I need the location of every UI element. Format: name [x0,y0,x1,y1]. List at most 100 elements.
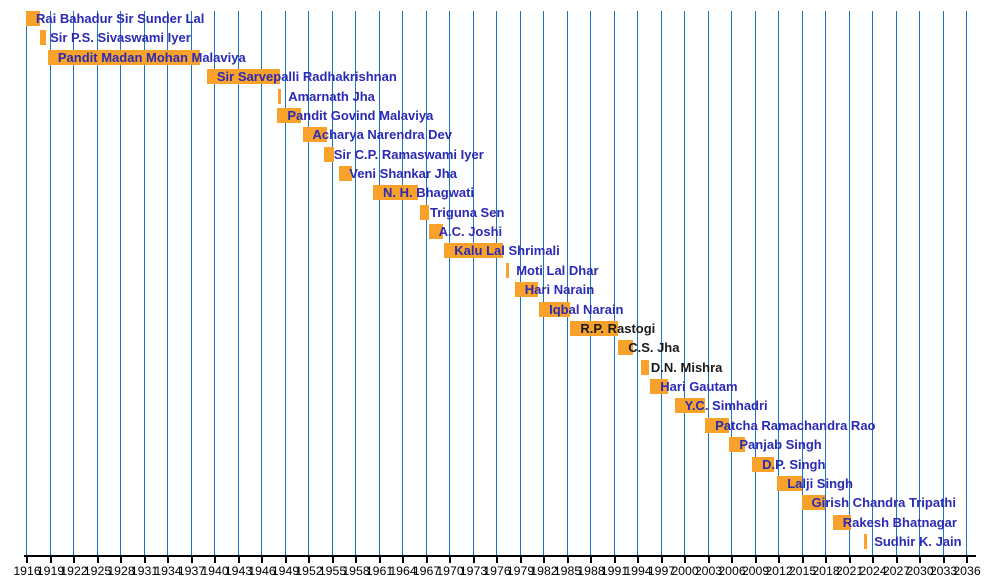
axis-tick-label-1943: 1943 [224,564,253,578]
axis-tick-1949 [284,557,287,563]
axis-tick-1946 [261,557,263,563]
axis-tick-1934 [167,557,169,563]
axis-tick-2036 [966,557,968,563]
gridline-1964 [402,11,403,556]
timeline-bar-label: Sudhir K. Jain [874,534,962,549]
axis-tick-2018 [825,557,827,563]
axis-tick-1916 [26,557,28,563]
axis-tick-label-1955: 1955 [318,564,347,578]
axis-tick-label-1970: 1970 [436,564,464,578]
axis-tick-2003 [707,557,710,563]
axis-tick-label-1973: 1973 [459,564,488,578]
timeline-bar-label: Hari Narain [524,282,595,298]
axis-tick-label-1979: 1979 [506,564,535,578]
axis-tick-label-2009: 2009 [741,564,770,578]
gridline-1919 [49,11,51,556]
timeline-bar-label: Sir Sarvepalli Radhakrishnan [216,69,397,85]
axis-tick-label-1988: 1988 [577,564,605,578]
axis-tick-1955 [331,557,334,563]
gridline-2033 [942,11,944,556]
timeline-bar [640,359,649,375]
gridline-1934 [167,11,168,556]
timeline-bar [514,282,539,298]
axis-tick-1997 [660,557,663,563]
gridline-2000 [684,11,685,556]
timeline-bar [570,320,619,336]
gridline-2012 [778,11,779,556]
gridline-2024 [872,11,873,556]
axis-tick-1958 [355,557,357,563]
timeline-bar [278,88,282,104]
gridline-1940 [214,11,215,556]
axis-tick-label-2018: 2018 [812,564,840,578]
axis-tick-2033 [942,557,945,563]
timeline-bar-label: Girish Chandra Tripathi [811,495,956,511]
timeline-bar [47,49,200,65]
axis-tick-2030 [919,557,921,563]
gridline-2015 [801,11,803,556]
timeline-bar-label: R.P. Rastogi [580,320,656,336]
axis-tick-2021 [848,557,851,563]
gridline-2036 [966,11,967,556]
axis-tick-label-1964: 1964 [389,564,417,578]
axis-tick-label-1934: 1934 [154,564,182,578]
axis-tick-1994 [637,557,639,563]
axis-tick-1976 [496,557,498,563]
timeline-bar [650,379,669,394]
axis-tick-label-1997: 1997 [647,564,676,578]
axis-tick-1970 [449,557,451,563]
axis-tick-1922 [73,557,75,563]
axis-tick-label-2033: 2033 [929,564,958,578]
axis-tick-label-1949: 1949 [271,564,300,578]
timeline-bar-label: D.N. Mishra [650,359,723,375]
axis-tick-label-2021: 2021 [835,564,864,578]
axis-tick-1952 [308,557,310,563]
gridline-1916 [26,11,27,556]
gridline-1937 [190,11,192,556]
gridline-2021 [848,11,850,556]
axis-tick-label-1925: 1925 [83,564,112,578]
axis-tick-label-1952: 1952 [295,564,323,578]
timeline-bar [801,495,825,511]
axis-tick-label-2030: 2030 [906,564,934,578]
timeline-bar [206,69,281,85]
axis-tick-label-1928: 1928 [107,564,135,578]
timeline-bar [752,456,774,472]
timeline-bar [618,340,634,356]
timeline-bar-label: Amarnath Jha [288,88,375,104]
axis-tick-label-2024: 2024 [859,564,887,578]
axis-tick-2006 [731,557,733,563]
gridline-1985 [566,11,568,556]
gridline-1922 [73,11,74,556]
timeline-bar-label: Acharya Narendra Dev [312,127,452,143]
gridline-2030 [919,11,920,556]
axis-tick-label-2012: 2012 [765,564,793,578]
timeline-bar-label: Sir C.P. Ramaswami Iyer [333,146,484,162]
gridline-1961 [378,11,380,556]
gridline-1958 [355,11,356,556]
timeline-bar [277,107,301,123]
axis-tick-label-1931: 1931 [130,564,159,578]
axis-tick-label-1940: 1940 [201,564,229,578]
timeline-bar-label: Hari Gautam [660,379,738,394]
timeline-bar-label: Pandit Govind Malaviya [287,107,434,123]
timeline-bar [729,437,746,453]
axis-tick-1928 [120,557,122,563]
axis-tick-label-2003: 2003 [694,564,723,578]
timeline-bar [444,243,503,259]
timeline-bar [674,398,706,414]
gridline-1988 [590,11,591,556]
gridline-1991 [613,11,615,556]
timeline-bar [539,301,571,317]
axis-tick-2012 [778,557,780,563]
axis-tick-1988 [590,557,592,563]
axis-tick-label-1958: 1958 [342,564,370,578]
gridline-1970 [449,11,450,556]
axis-tick-1931 [143,557,146,563]
gridline-1955 [331,11,333,556]
axis-tick-1919 [49,557,52,563]
gridline-1949 [284,11,286,556]
timeline-bar-label: Rai Bahadur Sir Sunder Lal [36,11,205,26]
timeline-bar [864,534,867,549]
